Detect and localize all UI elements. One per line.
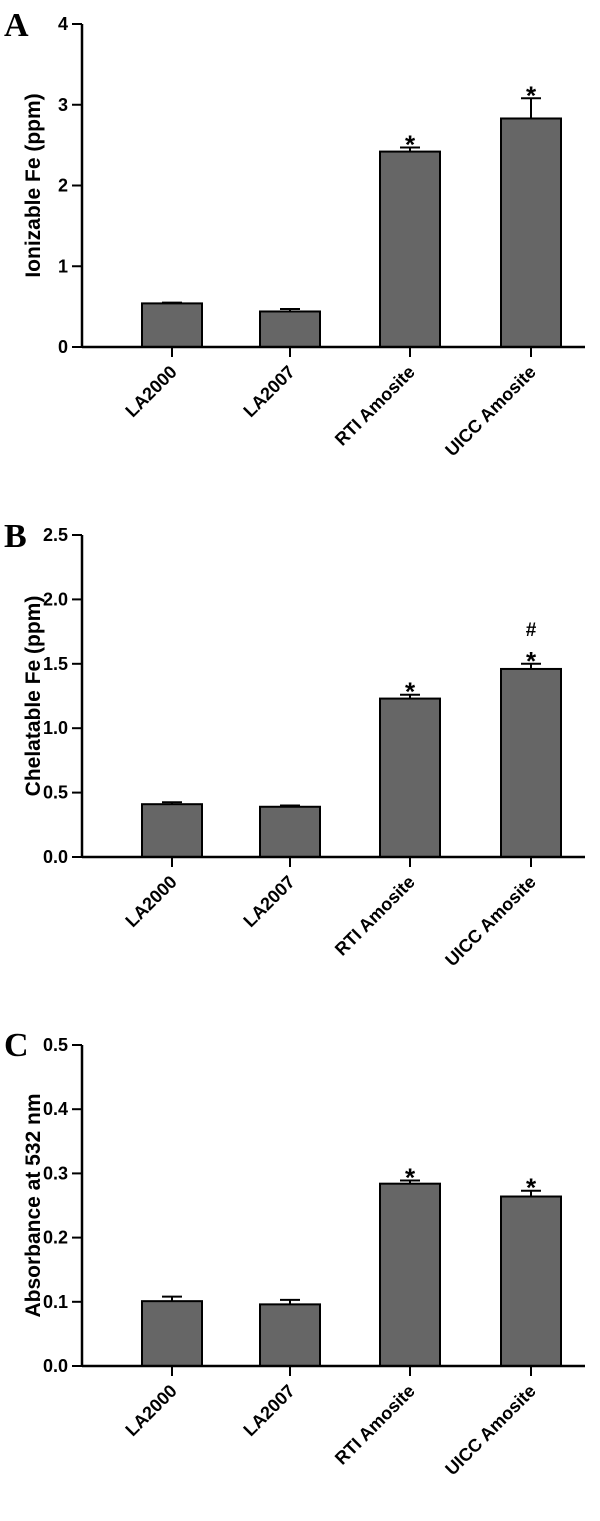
bar-uicc-amosite xyxy=(500,117,562,349)
y-tick-label: 1.0 xyxy=(43,718,68,738)
bar-uicc-amosite xyxy=(500,667,562,859)
bar-rti-amosite xyxy=(379,150,441,348)
x-tick-label: UICC Amosite xyxy=(441,872,540,971)
significance-hash: # xyxy=(526,620,537,641)
bar-rti-amosite xyxy=(379,697,441,858)
y-tick-label: 0.2 xyxy=(43,1228,68,1248)
x-tick-label: RTI Amosite xyxy=(331,1381,419,1469)
y-tick-label: 1 xyxy=(58,256,68,276)
bar-la2007 xyxy=(259,310,321,348)
chart-panel-b: B Chelatable Fe (ppm) LA2000 LA2007 * RTI Amo… xyxy=(4,518,585,970)
x-tick-label: UICC Amosite xyxy=(441,362,540,461)
significance-asterisk: * xyxy=(526,80,537,110)
y-axis-label: Absorbance at 532 nm xyxy=(22,1093,45,1317)
panel-letter: C xyxy=(4,1027,29,1064)
bar-la2000 xyxy=(141,1300,203,1367)
bar-la2000 xyxy=(141,803,203,859)
x-tick-label: UICC Amosite xyxy=(441,1381,540,1480)
panel-letter: B xyxy=(4,518,27,555)
bar-rti-amosite xyxy=(379,1182,441,1367)
bar-uicc-amosite xyxy=(500,1195,562,1367)
y-tick-label: 0.4 xyxy=(43,1099,68,1119)
y-tick-label: 1.5 xyxy=(43,654,68,674)
y-tick-label: 2.5 xyxy=(43,525,68,545)
significance-asterisk: * xyxy=(405,1162,416,1192)
x-tick-label: RTI Amosite xyxy=(331,362,419,450)
bar-la2000 xyxy=(141,302,203,348)
y-tick-label: 0.5 xyxy=(43,783,68,803)
y-tick-label: 0 xyxy=(58,337,68,357)
x-tick-label: LA2000 xyxy=(121,872,180,931)
y-tick-label: 3 xyxy=(58,95,68,115)
y-tick-label: 0.0 xyxy=(43,847,68,867)
y-tick-label: 0.3 xyxy=(43,1163,68,1183)
y-axis-label: Chelatable Fe (ppm) xyxy=(22,596,45,797)
bar-la2007 xyxy=(259,805,321,859)
x-tick-label: LA2000 xyxy=(121,1381,180,1440)
x-tick-label: LA2007 xyxy=(239,872,298,931)
chart-panel-a: A Ionizable Fe (ppm) LA2000 LA2007 * RTI Amos… xyxy=(4,7,585,460)
x-tick-label: LA2007 xyxy=(239,1381,298,1440)
y-tick-label: 2.0 xyxy=(43,589,68,609)
chart-panel-c: C Absorbance at 532 nm LA2000 LA2007 * RTI Am… xyxy=(4,1027,585,1479)
significance-asterisk: * xyxy=(526,646,537,676)
y-tick-label: 0.5 xyxy=(43,1035,68,1055)
y-tick-label: 4 xyxy=(58,14,68,34)
significance-asterisk: * xyxy=(405,677,416,707)
x-tick-label: RTI Amosite xyxy=(331,872,419,960)
x-tick-label: LA2000 xyxy=(121,362,180,421)
significance-asterisk: * xyxy=(526,1173,537,1203)
bar-la2007 xyxy=(259,1303,321,1368)
y-axis-label: Ionizable Fe (ppm) xyxy=(22,93,45,277)
significance-asterisk: * xyxy=(405,130,416,160)
y-tick-label: 0.0 xyxy=(43,1356,68,1376)
y-tick-label: 2 xyxy=(58,176,68,196)
panel-letter: A xyxy=(4,7,29,44)
y-tick-label: 0.1 xyxy=(43,1292,68,1312)
x-tick-label: LA2007 xyxy=(239,362,298,421)
